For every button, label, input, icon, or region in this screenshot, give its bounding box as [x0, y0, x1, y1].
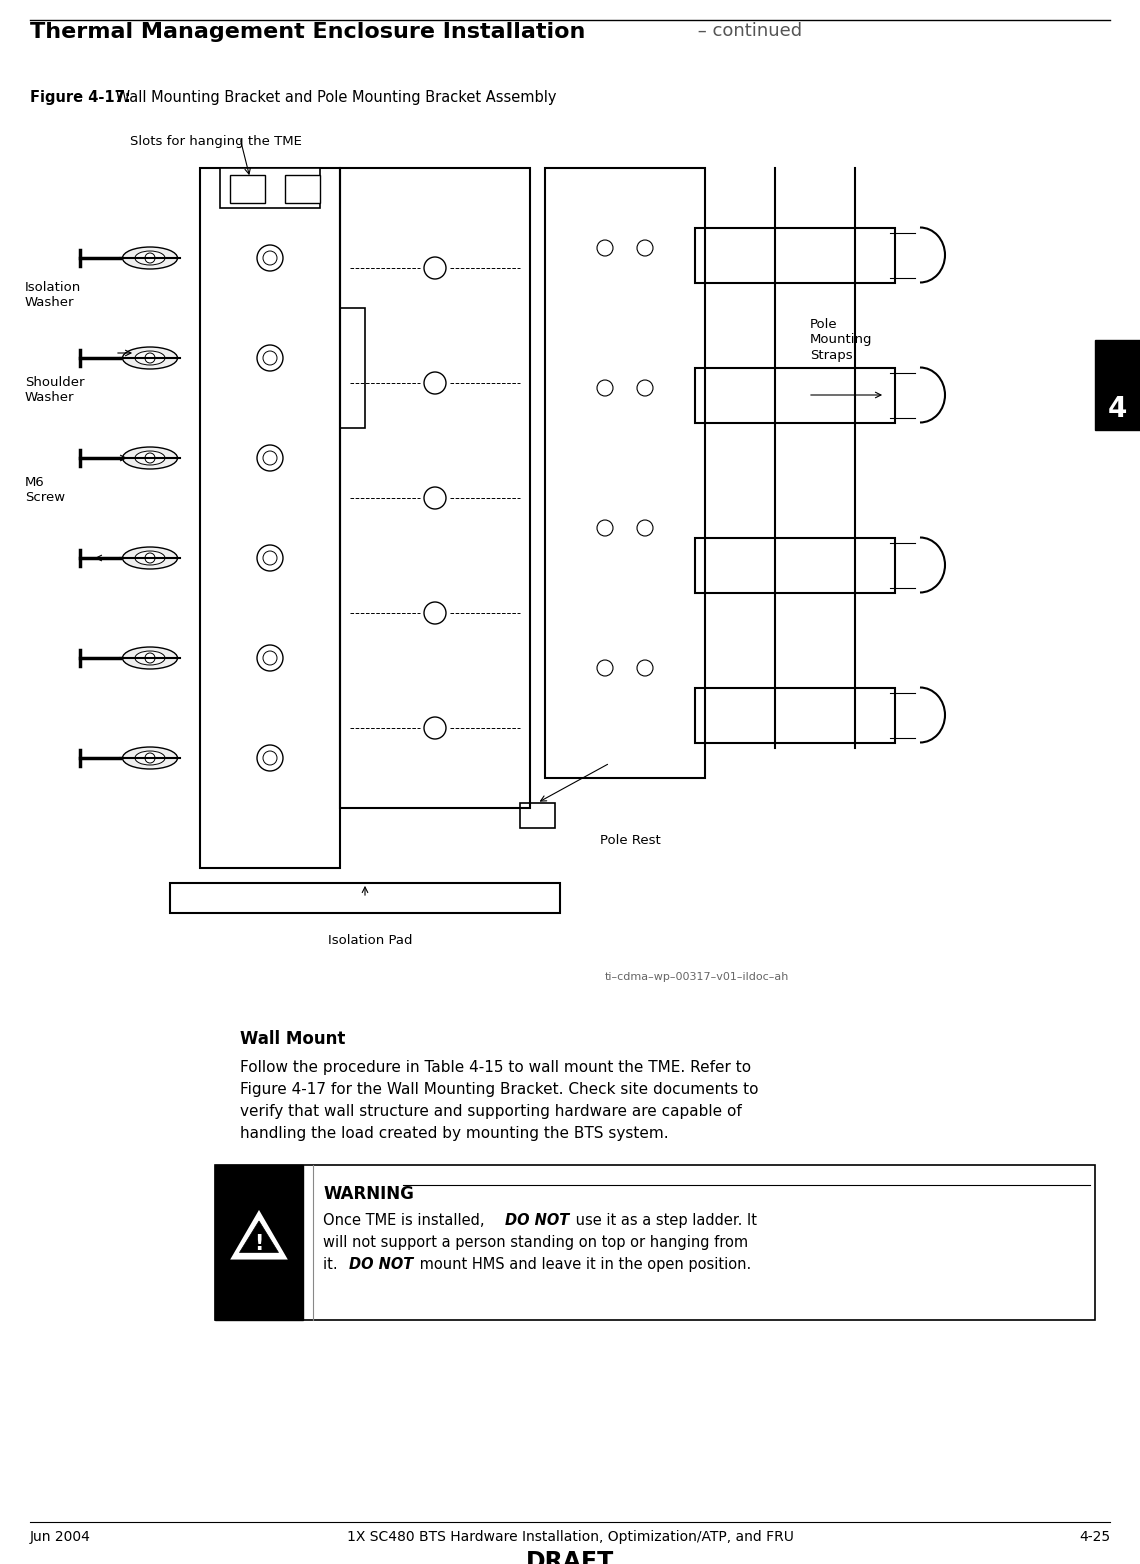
Text: Follow the procedure in Table 4-15 to wall mount the TME. Refer to: Follow the procedure in Table 4-15 to wa…: [241, 1060, 751, 1074]
Ellipse shape: [135, 350, 165, 364]
Ellipse shape: [122, 748, 178, 769]
Text: Figure 4-17 for the Wall Mounting Bracket. Check site documents to: Figure 4-17 for the Wall Mounting Bracke…: [241, 1082, 758, 1096]
Text: 4: 4: [1107, 396, 1126, 422]
Bar: [695, 538, 895, 593]
Bar: [215, 1165, 1096, 1320]
Circle shape: [145, 253, 155, 263]
Ellipse shape: [122, 347, 178, 369]
Bar: [1096, 339, 1140, 430]
Text: Thermal Management Enclosure Installation: Thermal Management Enclosure Installatio…: [30, 22, 585, 42]
Text: M6
Screw: M6 Screw: [25, 475, 65, 504]
Bar: [695, 688, 895, 743]
Circle shape: [145, 654, 155, 663]
Bar: [545, 167, 705, 777]
Bar: [340, 167, 530, 809]
Text: ti–cdma–wp–00317–v01–ildoc–ah: ti–cdma–wp–00317–v01–ildoc–ah: [605, 971, 789, 982]
Circle shape: [145, 454, 155, 463]
Text: verify that wall structure and supporting hardware are capable of: verify that wall structure and supportin…: [241, 1104, 742, 1118]
Circle shape: [145, 554, 155, 563]
Text: DO NOT: DO NOT: [505, 1214, 569, 1228]
Text: Pole
Mounting
Straps: Pole Mounting Straps: [811, 319, 872, 361]
Text: use it as a step ladder. It: use it as a step ladder. It: [571, 1214, 757, 1228]
Ellipse shape: [122, 647, 178, 669]
Circle shape: [145, 353, 155, 363]
Ellipse shape: [135, 450, 165, 465]
Ellipse shape: [122, 447, 178, 469]
Bar: [340, 308, 365, 429]
Text: it.: it.: [323, 1257, 342, 1272]
Text: Pole Rest: Pole Rest: [600, 834, 661, 846]
Text: Isolation
Washer: Isolation Washer: [25, 282, 81, 310]
Text: Slots for hanging the TME: Slots for hanging the TME: [130, 135, 302, 149]
Bar: [220, 167, 320, 208]
Text: WARNING: WARNING: [323, 1186, 414, 1203]
Bar: [170, 884, 560, 913]
Text: Shoulder
Washer: Shoulder Washer: [25, 375, 84, 404]
Text: handling the load created by mounting the BTS system.: handling the load created by mounting th…: [241, 1126, 669, 1142]
Polygon shape: [233, 1212, 286, 1259]
Bar: [200, 167, 340, 868]
Ellipse shape: [135, 551, 165, 565]
Ellipse shape: [135, 751, 165, 765]
Text: mount HMS and leave it in the open position.: mount HMS and leave it in the open posit…: [415, 1257, 751, 1272]
Text: Isolation Pad: Isolation Pad: [328, 934, 413, 946]
Ellipse shape: [135, 250, 165, 264]
Text: Figure 4-17:: Figure 4-17:: [30, 91, 131, 105]
Ellipse shape: [122, 547, 178, 569]
Bar: [285, 175, 320, 203]
Text: – continued: – continued: [692, 22, 803, 41]
Text: will not support a person standing on top or hanging from: will not support a person standing on to…: [323, 1236, 748, 1250]
Text: Once TME is installed,: Once TME is installed,: [323, 1214, 489, 1228]
Bar: [230, 175, 264, 203]
Text: DRAFT: DRAFT: [526, 1550, 614, 1564]
Text: Jun 2004: Jun 2004: [30, 1530, 91, 1544]
Bar: [695, 368, 895, 422]
Ellipse shape: [135, 651, 165, 665]
Text: Wall Mount: Wall Mount: [241, 1031, 345, 1048]
Circle shape: [145, 752, 155, 763]
Text: Wall Mounting Bracket and Pole Mounting Bracket Assembly: Wall Mounting Bracket and Pole Mounting …: [111, 91, 556, 105]
Text: 4-25: 4-25: [1078, 1530, 1110, 1544]
Text: 1X SC480 BTS Hardware Installation, Optimization/ATP, and FRU: 1X SC480 BTS Hardware Installation, Opti…: [347, 1530, 793, 1544]
Text: DO NOT: DO NOT: [349, 1257, 413, 1272]
Polygon shape: [239, 1221, 278, 1253]
Bar: [215, 1165, 303, 1320]
Bar: [695, 228, 895, 283]
Ellipse shape: [122, 247, 178, 269]
Text: !: !: [254, 1234, 263, 1253]
Bar: [520, 802, 555, 827]
